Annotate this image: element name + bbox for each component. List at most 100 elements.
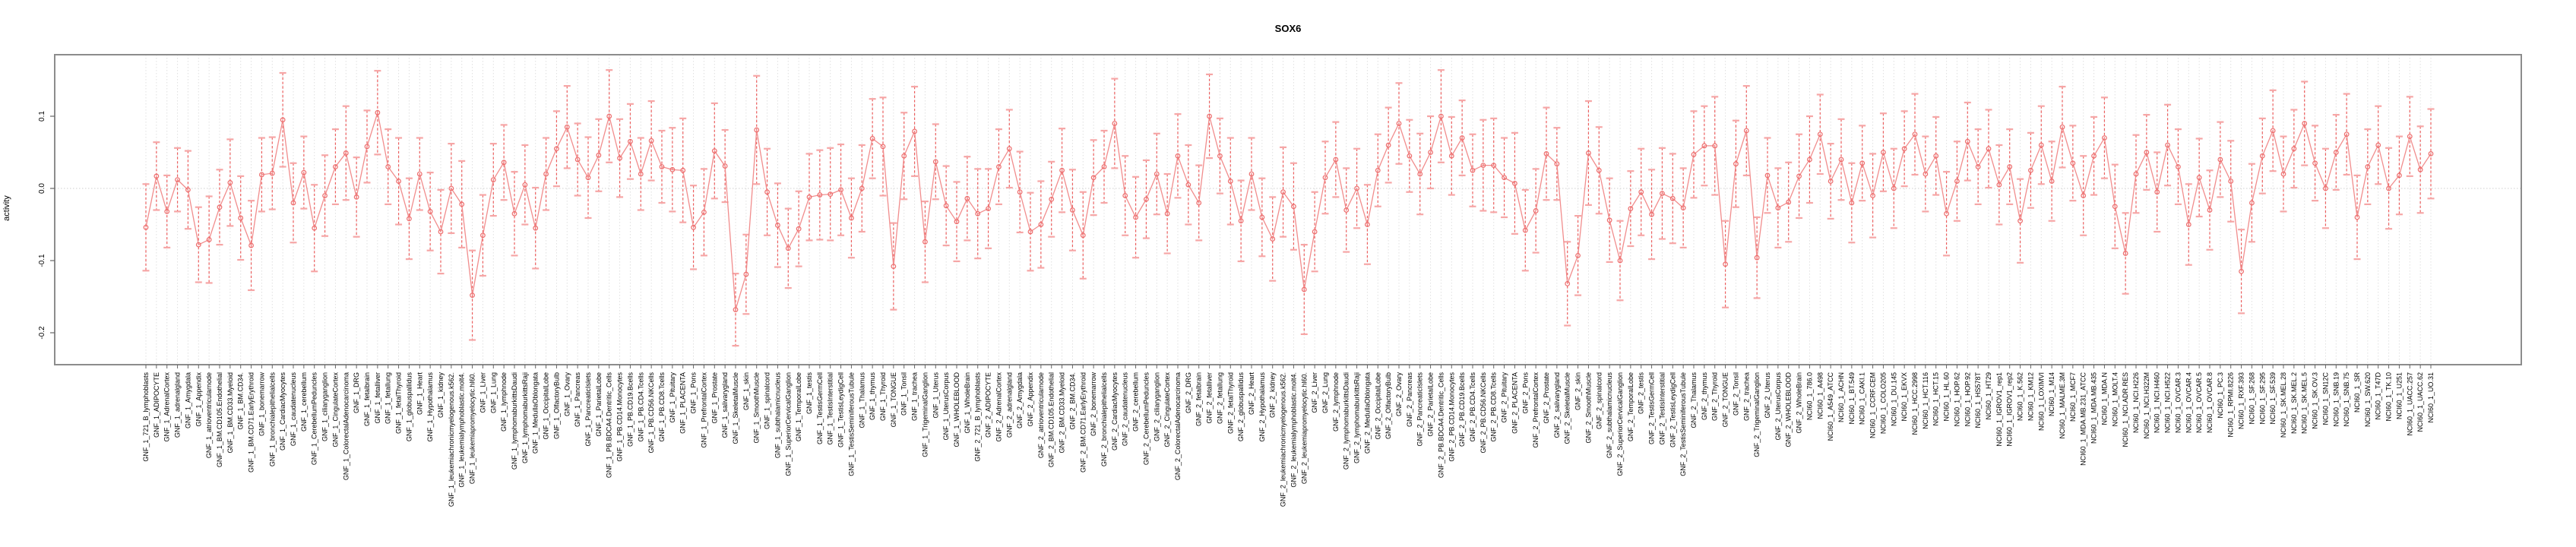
x-axis-label: GNF_2_PancreaticIslets: [1416, 372, 1424, 447]
data-point: [2176, 164, 2181, 169]
x-axis-label: GNF_2_Thyroid: [1711, 372, 1719, 421]
data-point: [775, 223, 780, 228]
x-axis-label: GNF_2_Ovary: [1395, 372, 1403, 417]
data-point: [1343, 207, 1350, 213]
x-axis-label: GNF_1_BM.CD34.: [237, 372, 245, 430]
x-axis-label: GNF_1_TestisInterstitial: [827, 372, 834, 445]
data-point: [1596, 167, 1602, 173]
x-axis-label: NCI60_1_BT.549: [1848, 372, 1856, 425]
x-axis-label: GNF_1_bonemarrow: [258, 372, 265, 437]
data-point: [659, 164, 665, 169]
x-axis-label: NCI60_1_NCI.H522: [2164, 372, 2172, 433]
x-axis-label: GNF_1_SkeletalMuscle: [732, 372, 739, 444]
x-axis-label: GNF_1_TestisSeminiferousTubule: [847, 372, 855, 476]
data-point: [1775, 205, 1781, 211]
x-axis-label: GNF_1_fetallung: [385, 372, 392, 424]
data-point: [564, 124, 570, 130]
x-axis-label: GNF_2_cerebellum: [1132, 372, 1140, 432]
data-point: [1238, 218, 1244, 224]
x-axis-label: NCI60_1_HT29: [1985, 372, 1992, 420]
data-point: [2343, 131, 2350, 138]
data-point: [2122, 251, 2128, 256]
data-point: [2312, 160, 2318, 166]
data-point: [1017, 189, 1023, 195]
data-point: [1796, 173, 1802, 179]
x-axis-label: GNF_2_Hypothalamus: [1258, 372, 1266, 442]
x-axis-label: GNF_1_WHOLEBLOOD: [953, 372, 960, 447]
data-point: [2386, 185, 2391, 191]
data-point: [1459, 135, 1465, 141]
x-axis-label: NCI60_1_MCF7: [2069, 372, 2077, 422]
x-axis-label: GNF_2_PB.CD56.NKCells: [1479, 372, 1487, 454]
data-point: [1322, 175, 1328, 181]
data-point: [364, 144, 370, 150]
x-axis-label: GNF_1_BM.CD33.Myeloid: [226, 372, 234, 454]
data-point: [153, 173, 160, 179]
data-point: [470, 292, 475, 299]
x-axis-label: NCI60_1_LOXIMVI: [2037, 372, 2045, 431]
x-axis-label: GNF_1_BM.CD71.EarlyErythroid: [248, 372, 255, 473]
data-point: [932, 159, 938, 165]
x-axis-label: GNF_1_BM.CD105.Endothelial: [216, 372, 223, 467]
x-axis-label: GNF_2_MedullaOblongata: [1363, 372, 1371, 454]
x-axis-label: GNF_1_MedullaOblongata: [532, 372, 540, 454]
x-axis-label: NCI60_1_A498: [1816, 372, 1824, 419]
data-point: [1764, 172, 1771, 179]
x-axis-label: NCI60_1_NCI.H226: [2132, 372, 2140, 433]
x-axis-label: GNF_2_Uterus: [1764, 372, 1771, 419]
data-point: [1543, 150, 1549, 157]
data-point: [2375, 142, 2381, 148]
data-point: [669, 166, 676, 172]
data-point: [1638, 189, 1644, 195]
x-axis-label: GNF_1_ParietalLobe: [595, 372, 603, 437]
x-axis-label: GNF_1_thymus: [869, 372, 876, 421]
data-point: [1786, 199, 1792, 205]
data-point: [533, 225, 539, 231]
x-axis-label: NCI60_1_PC.3: [2217, 372, 2224, 419]
x-axis-label: GNF_1_Hypothalamus: [426, 372, 434, 442]
x-axis-label: GNF_1_WholeBrain: [964, 372, 971, 434]
x-axis-label: GNF_2_fetallung: [1216, 372, 1223, 424]
x-axis-label: GNF_2_testis: [1638, 372, 1645, 415]
x-axis-label: NCI60_1_OVCAR.3: [2174, 372, 2182, 433]
data-point: [954, 219, 960, 225]
data-point: [438, 229, 444, 235]
x-axis-label: NCI60_1_IGROV1_rep1: [1995, 372, 2003, 447]
y-tick-label: -0.1: [38, 254, 46, 267]
x-axis-label: NCI60_1_MALME.3M: [2059, 372, 2066, 439]
data-point: [785, 245, 791, 251]
x-axis-label: GNF_1_UterusCorpus: [942, 372, 950, 441]
x-axis-label: NCI60_1_T47D: [2375, 372, 2382, 420]
data-point: [1354, 185, 1359, 191]
x-axis-label: GNF_2_Heart: [1248, 372, 1255, 416]
x-axis-label: GNF_2_salivarygland: [1553, 372, 1561, 438]
x-axis-label: GNF_1_kidney: [437, 372, 445, 419]
x-axis-label: GNF_1_caudatenucleus: [290, 372, 297, 447]
data-point: [743, 271, 749, 277]
x-axis-label: GNF_2_Tonsil: [1732, 372, 1739, 416]
data-point: [1712, 143, 1718, 149]
data-point: [828, 191, 834, 198]
x-axis-label: NCI60_1_HCC.2998: [1911, 372, 1919, 435]
x-axis-label: NCI60_1_SF.539: [2269, 372, 2277, 425]
data-point: [596, 152, 602, 158]
x-axis-label: GNF_1_Uterus: [932, 372, 939, 419]
data-point: [2428, 150, 2434, 157]
data-point: [195, 242, 201, 248]
x-axis-label: GNF_2_kidney: [1269, 372, 1277, 419]
x-axis-label: GNF_1_SmoothMuscle: [753, 372, 761, 444]
x-axis-label: GNF_2_BM.CD33.Myeloid: [1059, 372, 1066, 454]
data-point: [375, 109, 381, 115]
data-point: [1502, 175, 1507, 181]
x-axis-label: GNF_2_lymphomaburkittsRaji: [1353, 372, 1361, 463]
data-point: [1185, 182, 1191, 188]
x-axis-label: GNF_2_leukemiapromyelocytic.hl60.: [1300, 372, 1308, 484]
data-point: [1227, 179, 1233, 184]
x-axis-label: GNF_2_trachea: [1742, 372, 1750, 421]
x-axis-label: GNF_2_TestisGermCell: [1648, 372, 1656, 444]
x-axis-label: GNF_1_PLACENTA: [679, 372, 687, 434]
data-point: [1070, 207, 1075, 213]
x-axis-label: GNF_2_TestisLeydigCell: [1669, 372, 1676, 447]
x-axis-label: NCI60_1_EKVX: [1900, 372, 1908, 422]
data-point: [1101, 164, 1107, 169]
